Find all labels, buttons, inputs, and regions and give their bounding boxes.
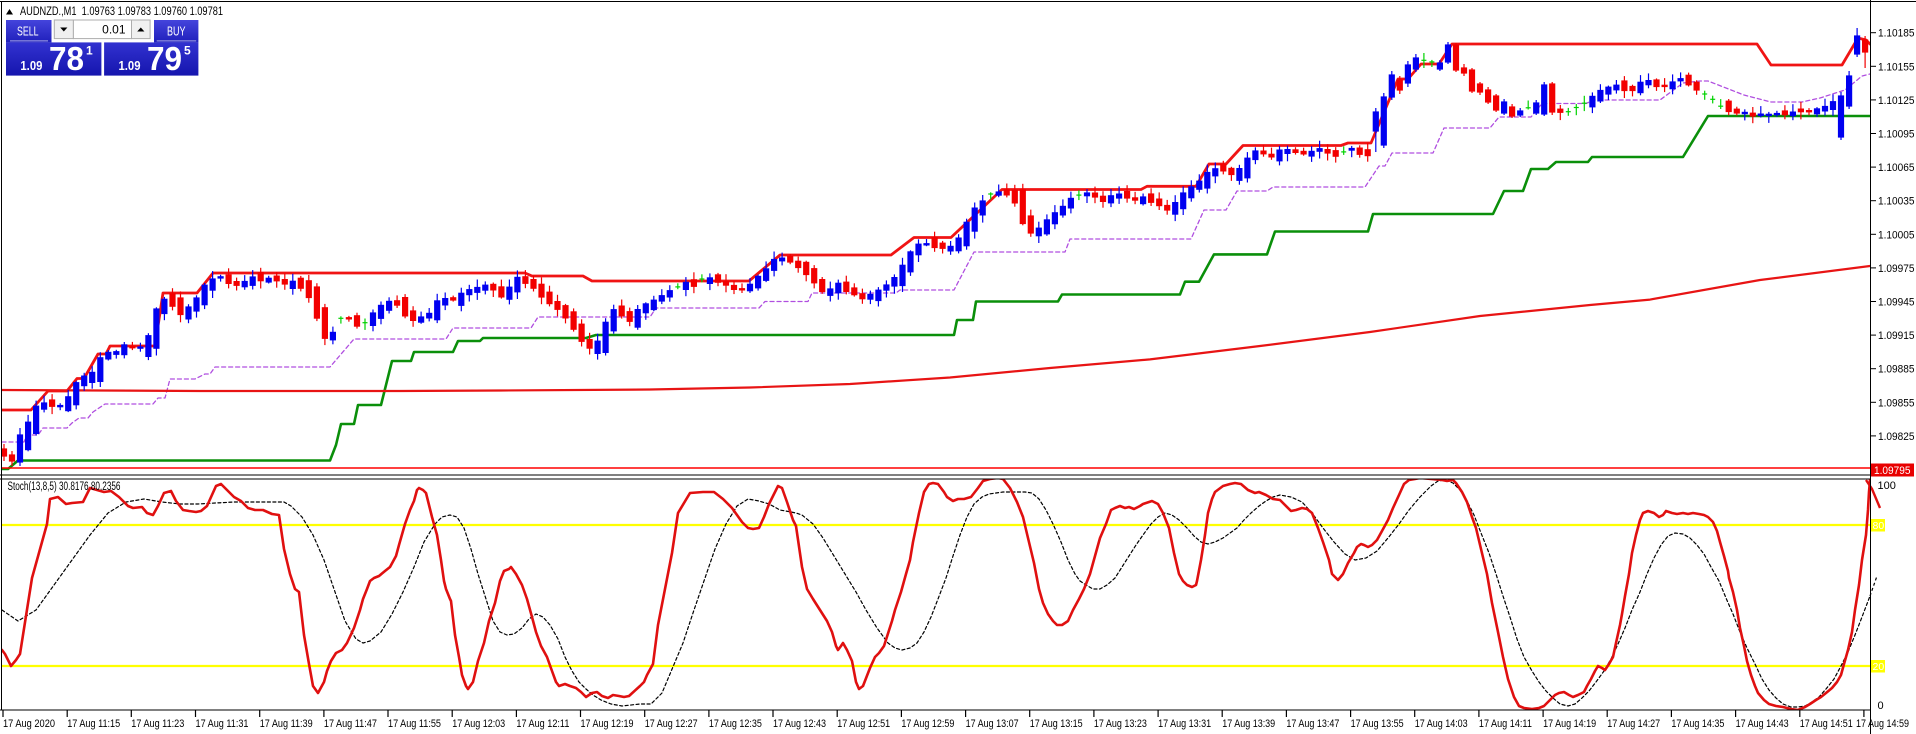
svg-text:17 Aug 14:11: 17 Aug 14:11 bbox=[1479, 718, 1532, 730]
svg-text:17 Aug 14:51: 17 Aug 14:51 bbox=[1800, 718, 1853, 730]
svg-text:17 Aug 12:35: 17 Aug 12:35 bbox=[709, 718, 762, 730]
svg-text:17 Aug 13:31: 17 Aug 13:31 bbox=[1158, 718, 1211, 730]
svg-text:17 Aug 12:43: 17 Aug 12:43 bbox=[773, 718, 826, 730]
svg-text:79: 79 bbox=[147, 40, 182, 77]
svg-text:17 Aug 12:03: 17 Aug 12:03 bbox=[452, 718, 505, 730]
svg-text:17 Aug 14:43: 17 Aug 14:43 bbox=[1736, 718, 1789, 730]
svg-text:17 Aug 2020: 17 Aug 2020 bbox=[3, 718, 55, 730]
svg-text:17 Aug 14:19: 17 Aug 14:19 bbox=[1543, 718, 1596, 730]
svg-text:BUY: BUY bbox=[167, 25, 186, 39]
svg-text:17 Aug 12:11: 17 Aug 12:11 bbox=[516, 718, 569, 730]
svg-text:1.09945: 1.09945 bbox=[1878, 297, 1915, 309]
svg-text:0: 0 bbox=[1878, 700, 1884, 712]
svg-text:17 Aug 13:55: 17 Aug 13:55 bbox=[1351, 718, 1404, 730]
svg-text:1.09885: 1.09885 bbox=[1878, 364, 1915, 376]
svg-text:5: 5 bbox=[184, 44, 191, 58]
svg-text:17 Aug 12:51: 17 Aug 12:51 bbox=[837, 718, 890, 730]
svg-text:17 Aug 14:27: 17 Aug 14:27 bbox=[1607, 718, 1660, 730]
svg-text:1.10125: 1.10125 bbox=[1878, 95, 1915, 107]
svg-text:17 Aug 14:59: 17 Aug 14:59 bbox=[1856, 718, 1909, 730]
svg-text:17 Aug 12:27: 17 Aug 12:27 bbox=[645, 718, 698, 730]
svg-text:1.09: 1.09 bbox=[20, 58, 42, 73]
svg-text:17 Aug 11:23: 17 Aug 11:23 bbox=[131, 718, 184, 730]
svg-text:17 Aug 13:07: 17 Aug 13:07 bbox=[966, 718, 1019, 730]
svg-text:100: 100 bbox=[1878, 480, 1896, 492]
svg-text:0.01: 0.01 bbox=[102, 23, 126, 37]
svg-text:1.09: 1.09 bbox=[119, 58, 141, 73]
svg-text:78: 78 bbox=[49, 40, 84, 77]
svg-text:1.09915: 1.09915 bbox=[1878, 330, 1915, 342]
svg-text:1.10095: 1.10095 bbox=[1878, 129, 1915, 141]
svg-text:1.09795: 1.09795 bbox=[1874, 465, 1911, 477]
svg-text:17 Aug 12:19: 17 Aug 12:19 bbox=[581, 718, 634, 730]
svg-text:17 Aug 11:55: 17 Aug 11:55 bbox=[388, 718, 441, 730]
svg-text:1.10035: 1.10035 bbox=[1878, 196, 1915, 208]
svg-text:1.09975: 1.09975 bbox=[1878, 263, 1915, 275]
svg-text:80: 80 bbox=[1873, 520, 1885, 532]
svg-text:1.10065: 1.10065 bbox=[1878, 162, 1915, 174]
svg-text:1.10155: 1.10155 bbox=[1878, 61, 1915, 73]
svg-text:1.10005: 1.10005 bbox=[1878, 229, 1915, 241]
svg-text:17 Aug 11:15: 17 Aug 11:15 bbox=[67, 718, 120, 730]
svg-text:17 Aug 11:47: 17 Aug 11:47 bbox=[324, 718, 377, 730]
svg-text:1.10185: 1.10185 bbox=[1878, 28, 1915, 40]
svg-text:17 Aug 14:35: 17 Aug 14:35 bbox=[1671, 718, 1724, 730]
svg-text:17 Aug 14:03: 17 Aug 14:03 bbox=[1415, 718, 1468, 730]
svg-text:17 Aug 11:39: 17 Aug 11:39 bbox=[260, 718, 313, 730]
svg-text:SELL: SELL bbox=[17, 25, 39, 39]
svg-text:1.09855: 1.09855 bbox=[1878, 397, 1915, 409]
svg-text:17 Aug 13:47: 17 Aug 13:47 bbox=[1286, 718, 1339, 730]
svg-text:20: 20 bbox=[1873, 661, 1885, 673]
svg-text:1: 1 bbox=[86, 44, 93, 58]
svg-text:AUDNZD.,M1 1.09763 1.09783 1.: AUDNZD.,M1 1.09763 1.09783 1.09760 1.097… bbox=[20, 6, 223, 18]
svg-text:17 Aug 11:31: 17 Aug 11:31 bbox=[196, 718, 249, 730]
svg-text:17 Aug 13:23: 17 Aug 13:23 bbox=[1094, 718, 1147, 730]
svg-text:17 Aug 13:15: 17 Aug 13:15 bbox=[1030, 718, 1083, 730]
svg-text:Stoch(13,8,5) 30.8176 80.2356: Stoch(13,8,5) 30.8176 80.2356 bbox=[8, 481, 121, 493]
svg-text:17 Aug 13:39: 17 Aug 13:39 bbox=[1222, 718, 1275, 730]
svg-text:17 Aug 12:59: 17 Aug 12:59 bbox=[901, 718, 954, 730]
svg-text:1.09825: 1.09825 bbox=[1878, 431, 1915, 443]
